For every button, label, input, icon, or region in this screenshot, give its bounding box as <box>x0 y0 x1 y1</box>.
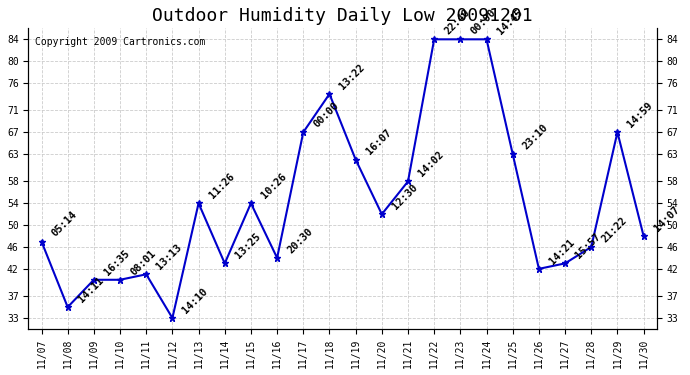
Text: 14:10: 14:10 <box>181 286 210 315</box>
Text: 12:30: 12:30 <box>390 182 420 212</box>
Text: 14:59: 14:59 <box>626 100 655 129</box>
Text: 14:02: 14:02 <box>416 150 446 178</box>
Text: 08:01: 08:01 <box>128 248 157 277</box>
Text: 11:26: 11:26 <box>207 171 236 201</box>
Text: 22:40: 22:40 <box>442 8 472 36</box>
Text: 00:00: 00:00 <box>469 8 498 36</box>
Text: 13:13: 13:13 <box>155 242 184 272</box>
Text: 14:11: 14:11 <box>76 275 105 304</box>
Text: 14:21: 14:21 <box>547 237 576 266</box>
Text: 10:26: 10:26 <box>259 171 288 201</box>
Text: 14:07: 14:07 <box>652 204 681 233</box>
Text: 05:14: 05:14 <box>50 210 79 239</box>
Text: 14:45: 14:45 <box>495 8 524 36</box>
Text: 16:07: 16:07 <box>364 128 393 157</box>
Title: Outdoor Humidity Daily Low 20091201: Outdoor Humidity Daily Low 20091201 <box>152 8 533 26</box>
Text: 13:25: 13:25 <box>233 231 262 261</box>
Text: Copyright 2009 Cartronics.com: Copyright 2009 Cartronics.com <box>34 38 205 47</box>
Text: 16:35: 16:35 <box>102 248 131 277</box>
Text: 21:22: 21:22 <box>600 215 629 244</box>
Text: 20:30: 20:30 <box>286 226 315 255</box>
Text: 00:00: 00:00 <box>312 100 341 129</box>
Text: 13:22: 13:22 <box>338 62 367 91</box>
Text: 15:57: 15:57 <box>573 231 602 261</box>
Text: 23:10: 23:10 <box>521 122 550 151</box>
